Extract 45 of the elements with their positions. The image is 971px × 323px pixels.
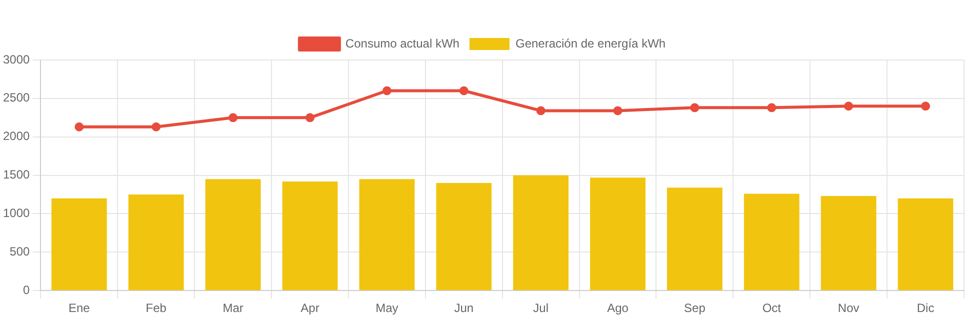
y-tick-label: 1500 — [2, 168, 30, 182]
point — [228, 113, 238, 122]
bar — [282, 181, 338, 290]
bar — [359, 179, 415, 290]
point — [459, 86, 468, 96]
y-tick-label: 0 — [23, 282, 30, 297]
bar — [436, 182, 492, 290]
bar — [898, 198, 954, 290]
x-tick-label: Ago — [607, 301, 629, 316]
x-tick-label: Jul — [533, 301, 548, 316]
legend-label: Generación de energía kWh — [515, 36, 666, 50]
bar — [744, 194, 800, 290]
bar — [51, 198, 107, 290]
y-tick-label: 2000 — [2, 129, 30, 144]
x-tick-label: Oct — [762, 301, 782, 316]
bar — [667, 188, 722, 290]
x-tick-label: Nov — [838, 301, 860, 316]
bar — [513, 175, 569, 290]
x-tick-label: Feb — [146, 301, 167, 316]
point — [536, 106, 546, 116]
bar — [128, 194, 184, 290]
bar — [205, 179, 261, 290]
x-tick-label: May — [376, 301, 398, 316]
x-tick-label: Apr — [300, 301, 320, 316]
point — [767, 103, 776, 112]
point — [690, 103, 700, 112]
x-tick-label: Dic — [916, 301, 934, 316]
point — [844, 102, 854, 111]
point — [74, 122, 84, 132]
point — [382, 86, 392, 96]
y-tick-label: 500 — [10, 244, 30, 258]
point — [921, 102, 930, 111]
x-tick-label: Ene — [68, 301, 90, 316]
legend-label: Consumo actual kWh — [345, 36, 460, 50]
x-tick-label: Mar — [222, 301, 244, 316]
y-tick-label: 1000 — [2, 206, 30, 220]
y-tick-label: 3000 — [2, 52, 30, 66]
x-tick-label: Sep — [684, 301, 706, 316]
point — [305, 113, 314, 122]
point — [613, 106, 622, 116]
y-tick-label: 2500 — [2, 90, 30, 105]
bar — [820, 196, 876, 290]
point — [152, 122, 161, 132]
x-tick-label: Jun — [454, 301, 474, 316]
bar — [590, 178, 646, 290]
